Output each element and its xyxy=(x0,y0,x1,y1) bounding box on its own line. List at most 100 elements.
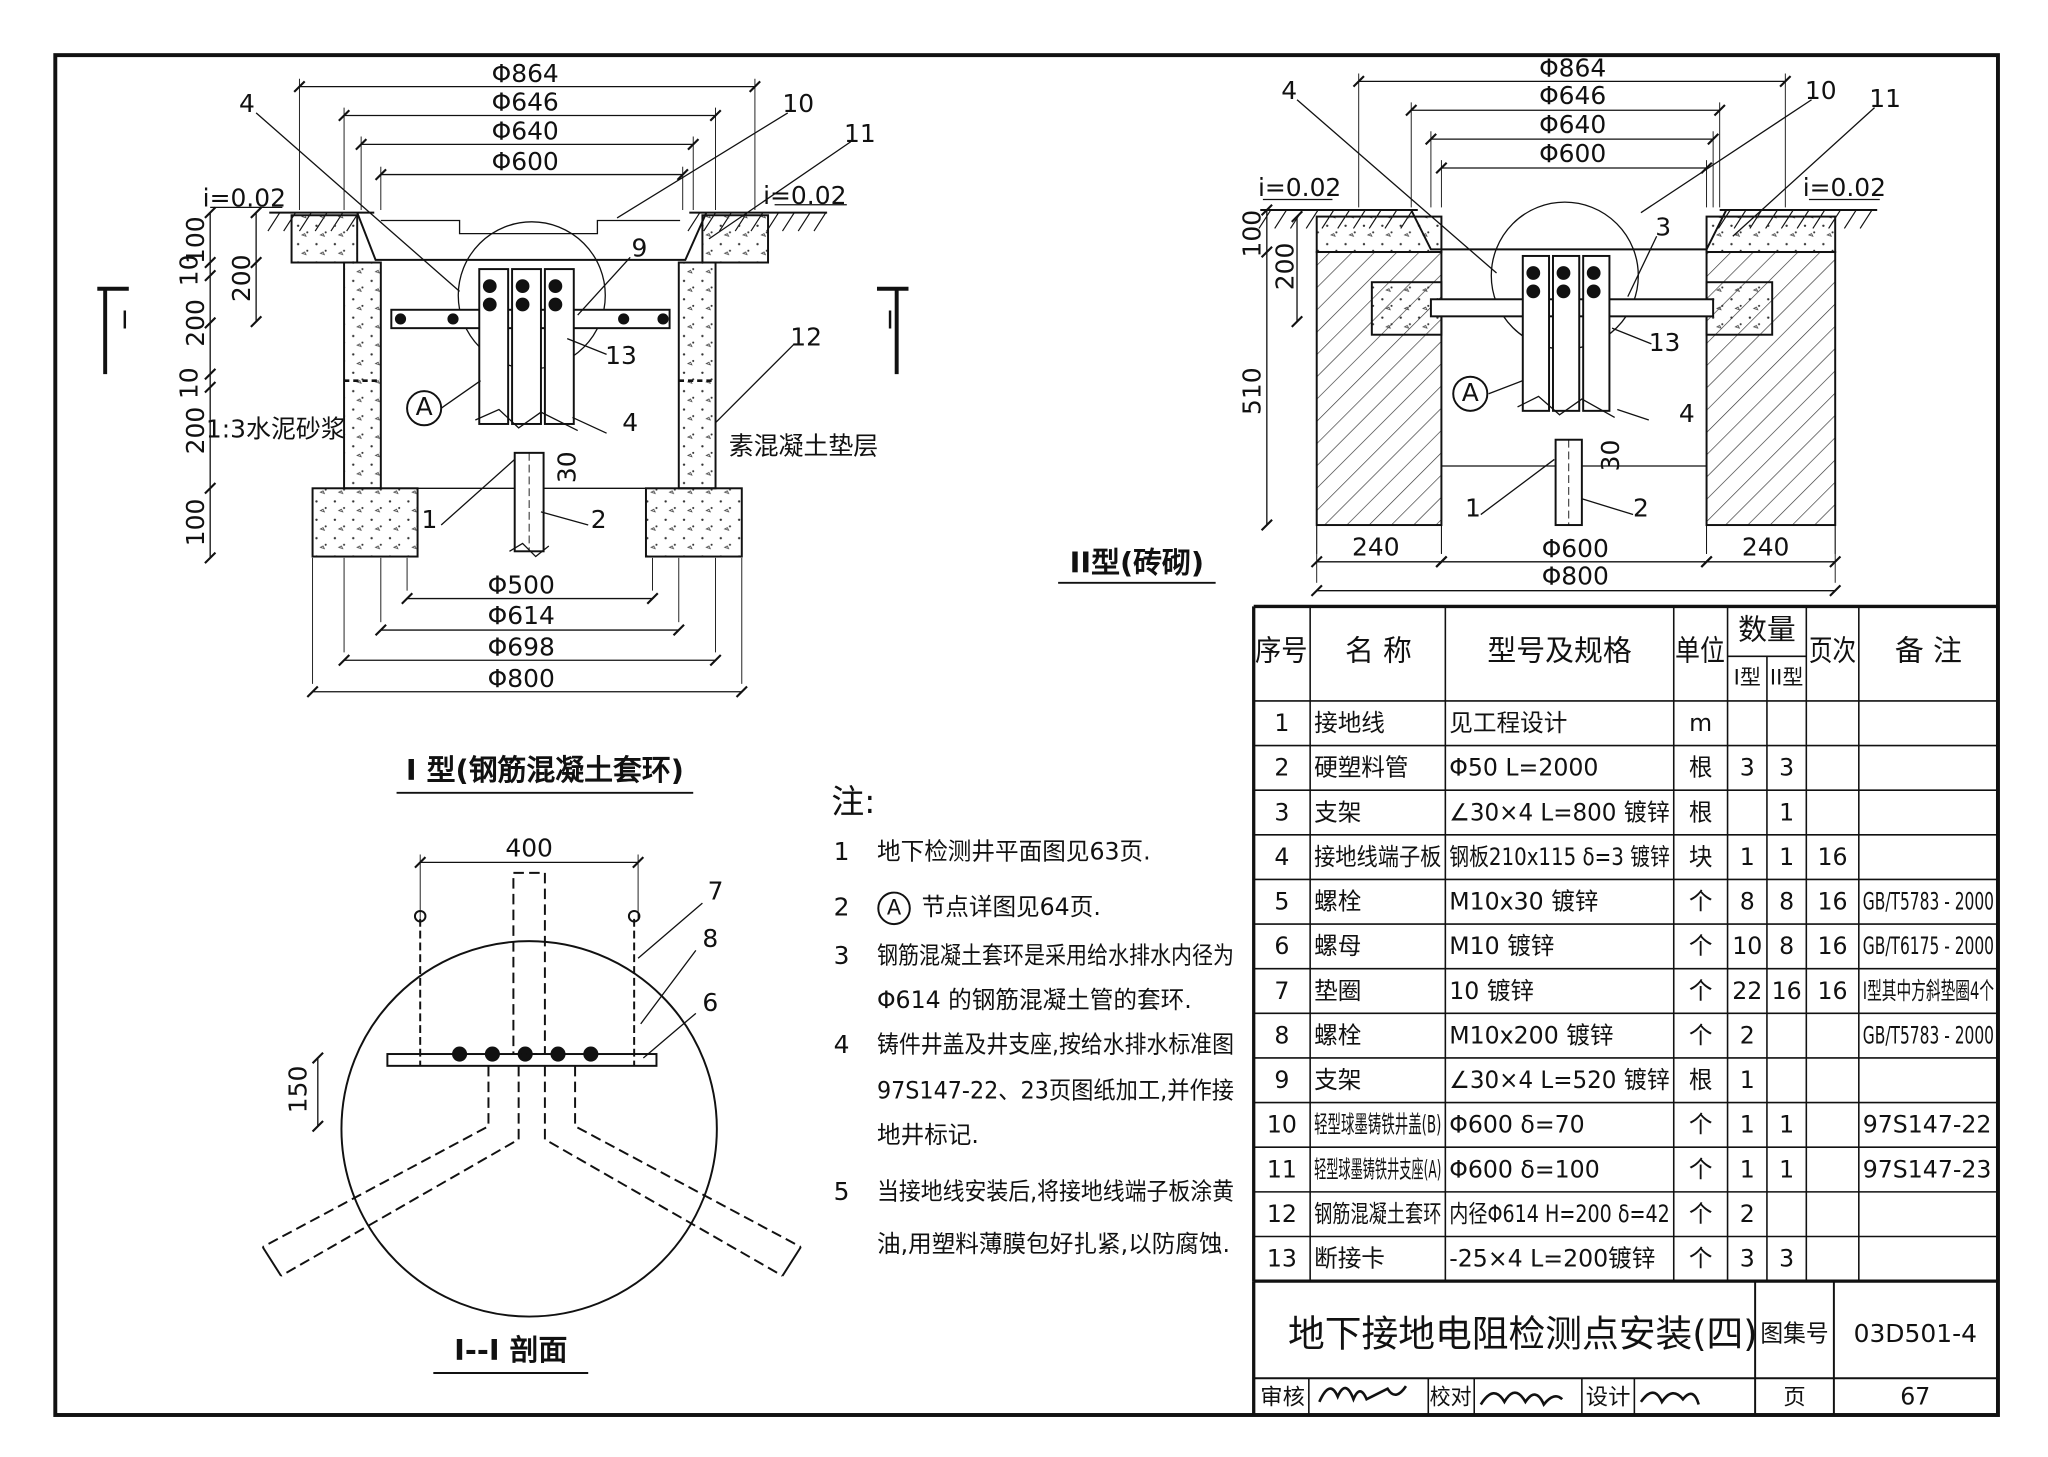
dimension-tick xyxy=(1435,555,1448,568)
ground-hatch xyxy=(1274,209,1288,229)
drawing-label: Φ640 xyxy=(1539,110,1606,139)
plastic-pipe xyxy=(262,1065,490,1248)
note-text: 油,用塑料薄膜包好扎紧,以防腐蚀. xyxy=(877,1230,1230,1258)
concrete-seat xyxy=(1705,215,1837,254)
cover-frame xyxy=(356,212,708,261)
leader-line xyxy=(1480,458,1555,516)
leader-line xyxy=(255,112,461,292)
concrete-ring xyxy=(343,261,382,490)
drawing-label: 13 xyxy=(605,341,637,370)
table-cell: 8 xyxy=(1779,932,1794,960)
table-cell: 13 xyxy=(1267,1245,1297,1273)
table-cell: 1 xyxy=(1740,843,1755,871)
concrete-seat xyxy=(290,214,359,264)
dimension-tick xyxy=(1291,315,1304,328)
plastic-pipe xyxy=(512,871,546,1056)
drawing-label: 1 xyxy=(1465,493,1481,522)
nut xyxy=(452,1046,468,1062)
dimension-tick xyxy=(204,368,217,381)
note-text: 钢筋混凝土套环是采用给水排水内径为 xyxy=(877,941,1234,969)
detail-symbol xyxy=(406,390,443,427)
drawing-title: I--I 剖面 xyxy=(454,1333,567,1367)
drawing-label: Φ864 xyxy=(1539,54,1606,83)
drawing-label: 素混凝土垫层 xyxy=(729,432,879,461)
drawing-label: 200 xyxy=(181,407,210,455)
terminal-plate xyxy=(511,268,542,425)
ground-hatch xyxy=(267,212,281,232)
drawing-label: 11 xyxy=(844,119,876,148)
drawing-label: Φ800 xyxy=(1542,562,1609,591)
signature xyxy=(1639,1391,1700,1405)
note-number: 1 xyxy=(834,837,850,866)
note-number: 2 xyxy=(834,892,850,921)
table-cell: 16 xyxy=(1772,977,1802,1005)
ground-hatch xyxy=(1258,209,1272,229)
table-cell: 轻型球墨铸铁井盖(B) xyxy=(1314,1111,1441,1139)
table-cell: 10 镀锌 xyxy=(1449,977,1534,1005)
terminal-plate xyxy=(478,268,510,425)
leader-line xyxy=(566,338,607,356)
table-cell: 见工程设计 xyxy=(1449,709,1567,737)
table-cell: 硬塑料管 xyxy=(1314,754,1408,782)
table-cell: M10 镀锌 xyxy=(1449,932,1554,960)
drawing-label: 200 xyxy=(1271,243,1300,291)
nut xyxy=(550,1046,566,1062)
dimension-tick xyxy=(250,256,263,269)
table-cell: 6 xyxy=(1274,932,1289,960)
drawing-label: 9 xyxy=(631,233,647,262)
dimension-tick xyxy=(1829,584,1842,597)
dimension-tick xyxy=(735,685,748,698)
note-text: 97S147-22、23页图纸加工,并作接 xyxy=(877,1077,1234,1105)
table-cell: 螺母 xyxy=(1314,932,1361,960)
atlas-label: 图集号 xyxy=(1760,1319,1828,1347)
dimension-tick xyxy=(204,381,217,394)
concrete-base xyxy=(311,487,419,558)
dimension-tick xyxy=(1260,519,1273,532)
table-header: 页次 xyxy=(1809,633,1856,667)
note-text: 地井标记. xyxy=(877,1121,979,1149)
pipe-end xyxy=(261,1246,282,1277)
table-cell: GB/T5783 - 2000 xyxy=(1863,888,1994,916)
drawing-label: 2 xyxy=(1633,493,1649,522)
drawing-label: 1:3水泥砂浆 xyxy=(206,415,346,444)
drawing-label: I xyxy=(886,306,893,335)
bolt xyxy=(1526,266,1541,280)
dimension-tick xyxy=(204,269,217,282)
table-cell: 3 xyxy=(1274,798,1289,826)
table-cell: m xyxy=(1689,709,1712,737)
bolt xyxy=(482,297,497,312)
bolt xyxy=(657,313,669,325)
plastic-pipe xyxy=(574,1065,802,1248)
drawing-label: Φ600 xyxy=(1542,534,1609,563)
table-cell: 16 xyxy=(1818,843,1848,871)
leader-line xyxy=(1640,99,1812,214)
drawing-label: 100 xyxy=(181,499,210,547)
plastic-pipe xyxy=(280,1065,520,1277)
leader-line xyxy=(642,1012,697,1059)
drawing-label: 13 xyxy=(1649,328,1681,357)
dimension-tick xyxy=(204,256,217,269)
table-cell: 内径Φ614 H=200 δ=42 xyxy=(1449,1200,1670,1228)
table-cell: 螺栓 xyxy=(1314,1021,1361,1049)
drawing-label: Φ614 xyxy=(488,601,555,630)
note-text: 节点详图见64页. xyxy=(922,893,1101,921)
ground-hatch xyxy=(687,212,701,232)
dimension-tick xyxy=(672,624,685,637)
table-cell: 1 xyxy=(1779,1155,1794,1183)
drawing-label: i=0.02 xyxy=(1803,173,1886,202)
dimension-tick xyxy=(1260,204,1273,217)
drawing-label: 240 xyxy=(1742,533,1790,562)
table-cell: M10x30 镀锌 xyxy=(1449,888,1598,916)
table-cell: 个 xyxy=(1689,1155,1713,1183)
table-cell: 9 xyxy=(1274,1066,1289,1094)
leader-line xyxy=(1488,380,1524,395)
bolt xyxy=(618,313,630,325)
drawing-label: Φ640 xyxy=(492,117,559,146)
dimension-tick xyxy=(646,592,659,605)
leader xyxy=(572,416,607,434)
leader-line xyxy=(1617,408,1650,421)
break-line xyxy=(1517,395,1615,418)
bolt xyxy=(447,313,459,325)
bolt xyxy=(1556,284,1571,299)
table-cell: 支架 xyxy=(1314,798,1361,826)
